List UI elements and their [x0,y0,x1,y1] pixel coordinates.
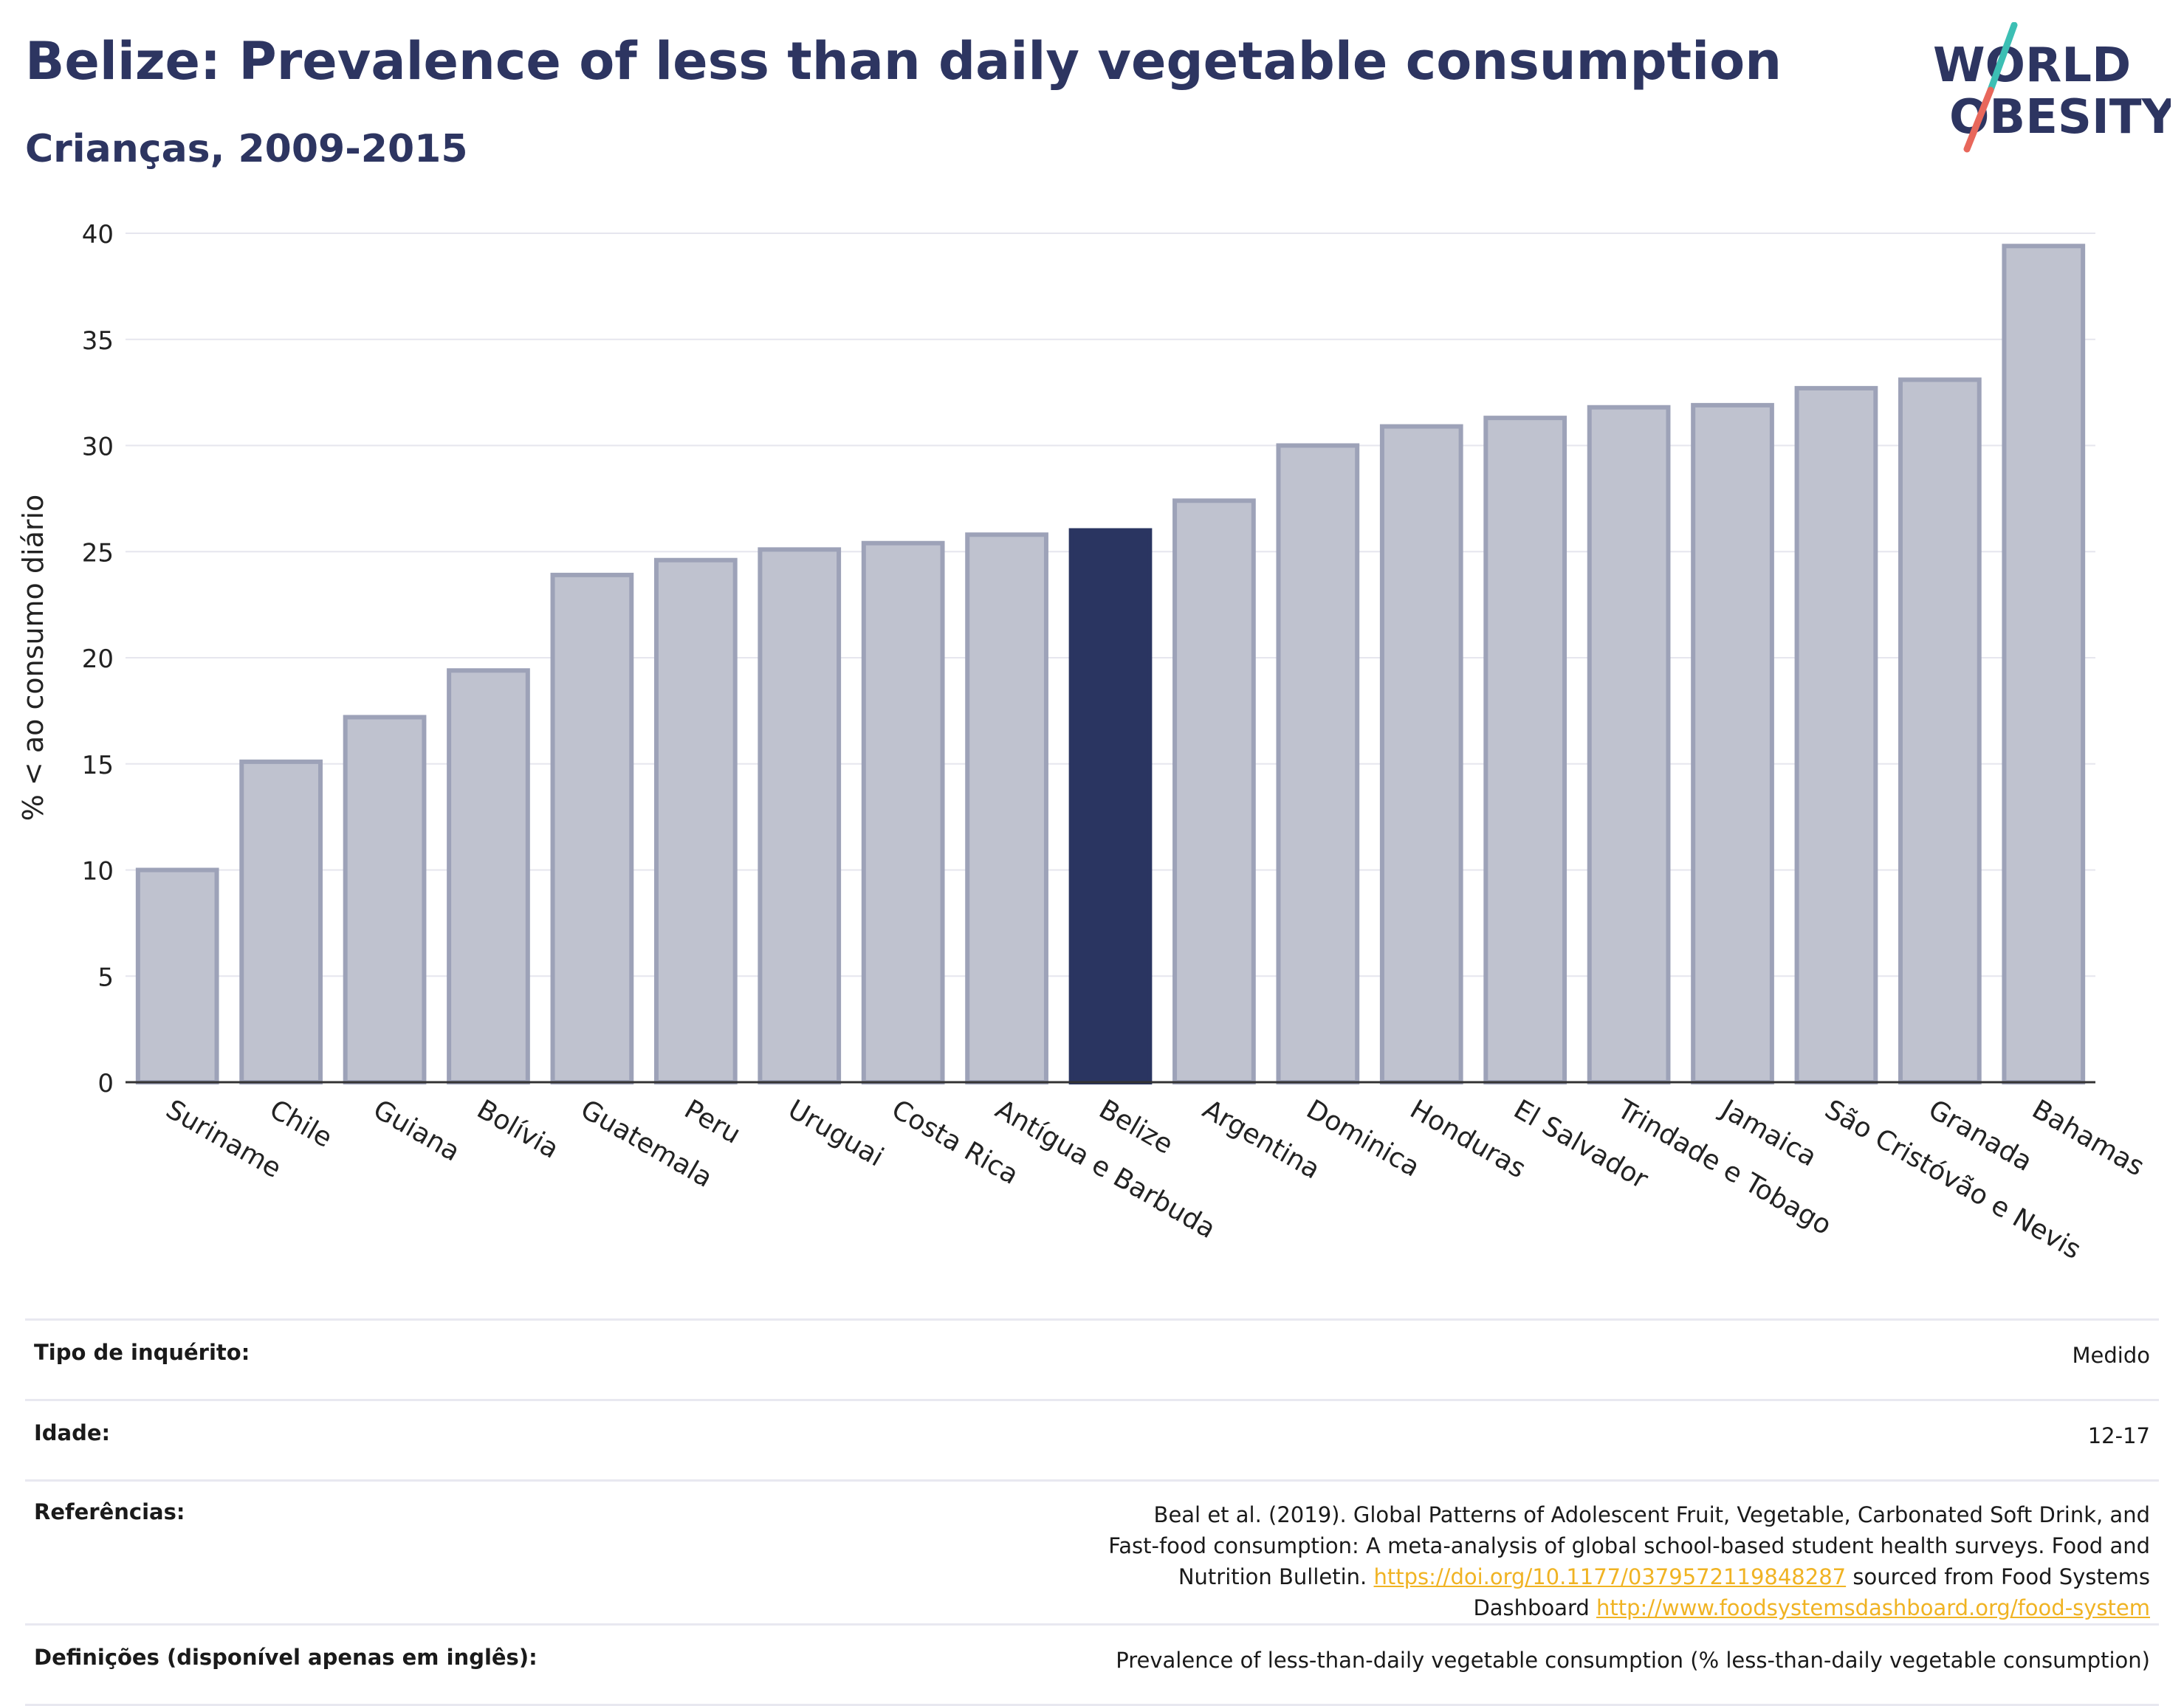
x-tick-label: Chile [264,1094,337,1154]
y-tick-labels: 0 5 10 15 20 25 30 35 40 [82,220,114,1098]
bar-bahamas [2002,244,2086,1084]
y-tick-label: 25 [82,538,114,568]
info-row-references: Referências: Beal et al. (2019). Global … [25,1480,2159,1625]
bar-antígua-e-barbuda [965,532,1048,1084]
info-row-survey-type: Tipo de inquérito: Medido [25,1319,2159,1400]
references-label: Referências: [34,1499,185,1524]
y-tick-label: 10 [82,857,114,887]
x-tick-label: Suriname [161,1094,286,1184]
references-dashboard-link[interactable]: http://www.foodsystemsdashboard.org/food… [1596,1595,2150,1620]
x-tick-label: Dominica [1301,1094,1424,1183]
references-value: Beal et al. (2019). Global Patterns of A… [538,1481,2159,1625]
bar-trindade-e-tobago [1587,405,1671,1084]
survey-type-label: Tipo de inquérito: [34,1340,250,1365]
references-text-1: Beal et al. (2019). Global Patterns of A… [1108,1502,2150,1589]
chart-title: Belize: Prevalence of less than daily ve… [25,31,1782,92]
references-doi-link[interactable]: https://doi.org/10.1177/0379572119848287 [1373,1564,1847,1589]
info-row-age: Idade: 12-17 [25,1400,2159,1481]
world-obesity-logo: WORLD OBESITY [1933,22,2171,153]
bar-uruguai [758,547,842,1084]
logo-slash-bottom [1963,86,1994,153]
x-tick-label: Honduras [1405,1094,1531,1184]
bar-granada [1898,377,1982,1084]
y-tick-label: 40 [82,220,114,250]
bar-honduras [1379,424,1463,1084]
y-axis-label: % < ao consumo diário [17,495,49,822]
survey-type-value: Medido [2072,1343,2150,1368]
age-value: 12-17 [2087,1423,2150,1448]
logo-slash-top [1987,22,2018,94]
y-tick-label: 30 [82,433,114,462]
definitions-value: Prevalence of less-than-daily vegetable … [1116,1648,2150,1673]
x-tick-label: Argentina [1198,1094,1325,1185]
logo-text-world: WORLD [1933,38,2131,93]
x-tick-label: Bahamas [2027,1094,2149,1182]
bar-bolívia [447,668,530,1084]
bar-chile [239,759,323,1084]
bar-suriname [135,867,219,1084]
x-tick-label: Belize [1094,1094,1178,1160]
bar-costa-rica [861,540,945,1084]
references-text-2: sourced from Food Systems Dashboard [1473,1564,2150,1620]
bar-são-cristóvão-e-nevis [1794,385,1878,1084]
y-tick-label: 35 [82,326,114,356]
bar-peru [653,557,738,1084]
info-row-definitions: Definições (disponível apenas em inglês)… [25,1624,2159,1705]
bar-argentina [1172,498,1256,1084]
info-table: Tipo de inquérito: Medido Idade: 12-17 R… [25,1318,2159,1706]
bars [135,244,2086,1084]
bar-el-salvador [1483,416,1567,1084]
x-tick-label: Guiana [368,1094,465,1167]
bar-jamaica [1691,402,1774,1084]
x-tick-label: Bolívia [472,1094,564,1165]
x-tick-label: Uruguai [783,1094,888,1172]
bar-guatemala [550,572,634,1084]
y-tick-label: 5 [97,963,114,992]
age-label: Idade: [34,1420,111,1445]
chart-subtitle: Crianças, 2009-2015 [25,127,468,171]
y-tick-label: 15 [82,751,114,780]
x-tick-label: Peru [679,1094,746,1150]
bar-belize [1068,528,1153,1084]
bar-guiana [343,715,427,1084]
y-tick-label: 0 [97,1069,114,1098]
bar-dominica [1276,443,1360,1084]
definitions-label: Definições (disponível apenas em inglês)… [34,1645,538,1670]
y-tick-label: 20 [82,644,114,674]
